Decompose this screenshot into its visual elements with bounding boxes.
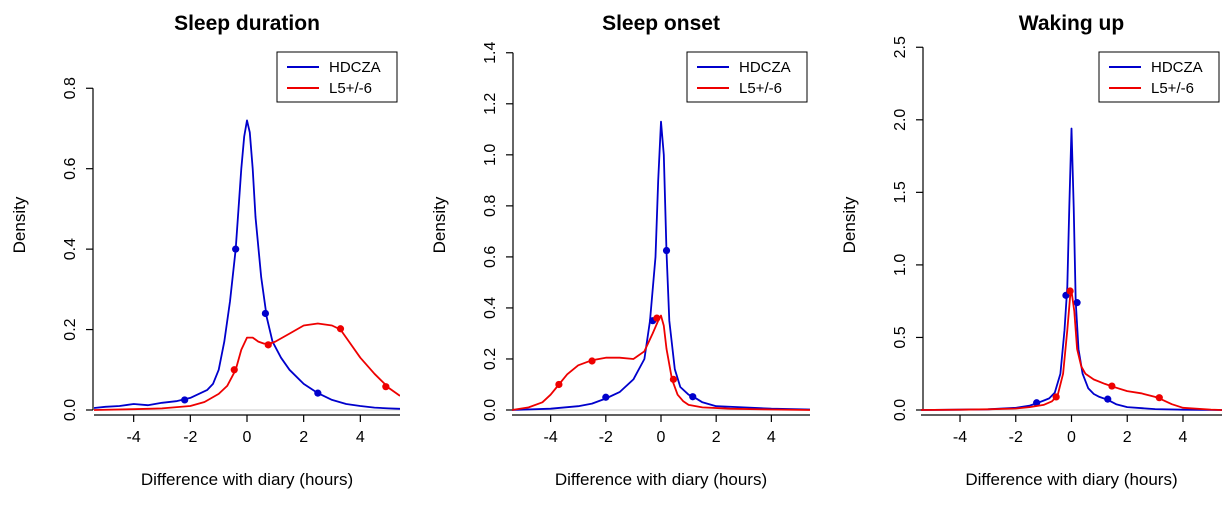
y-tick-label: 0.6: [62, 157, 79, 179]
y-tick-label: 0.2: [482, 348, 499, 370]
chart-title: Sleep duration: [174, 12, 320, 35]
series-point-L5+/-6: [264, 341, 272, 349]
series-line-L5+/-6: [921, 290, 1222, 411]
y-tick-label: 0.8: [62, 77, 79, 99]
series-point-L5+/-6: [555, 380, 563, 389]
legend-entry: HDCZA: [739, 59, 791, 76]
series-point-L5+/-6: [382, 383, 390, 391]
series-line-L5+/-6: [94, 322, 400, 411]
y-tick-label: 0.0: [62, 399, 79, 421]
y-axis-label: Density: [430, 196, 449, 253]
series-point-L5+/-6: [1052, 393, 1060, 401]
x-axis-label: Difference with diary (hours): [555, 470, 767, 489]
series-point-HDCZA: [1073, 299, 1081, 307]
x-tick-label: 0: [657, 429, 666, 446]
series-point-HDCZA: [181, 396, 189, 404]
x-tick-label: 2: [712, 429, 721, 446]
series-point-HDCZA: [662, 246, 671, 255]
legend-entry: HDCZA: [1151, 59, 1203, 76]
legend: HDCZA L5+/-6: [1098, 51, 1220, 103]
y-axis-label: Density: [10, 196, 29, 253]
series-point-HDCZA: [232, 245, 240, 253]
legend-box: [276, 51, 398, 103]
y-tick-label: 0.4: [482, 297, 499, 319]
legend-entry: L5+/-6: [1151, 80, 1194, 97]
y-tick-label: 2.5: [892, 36, 909, 58]
legend-entry: HDCZA: [329, 59, 381, 76]
chart-panel-3: Waking up 0.0 0.5 1.0 1.5 2.0 2.5 -4 -2 0 2 4 Differ…: [840, 12, 1222, 489]
series-point-L5+/-6: [1155, 394, 1163, 402]
series-point-HDCZA: [1033, 399, 1041, 407]
y-axis-label: Density: [840, 196, 859, 253]
series-point-L5+/-6: [653, 314, 661, 322]
x-tick-label: 2: [299, 429, 308, 446]
x-tick-label: 0: [243, 429, 252, 446]
legend-box: [1098, 51, 1220, 103]
x-axis-label: Difference with diary (hours): [965, 470, 1177, 489]
series-line-HDCZA: [512, 120, 810, 411]
series-point-L5+/-6: [1108, 382, 1116, 390]
series-point-L5+/-6: [230, 366, 238, 374]
y-tick-label: 0.0: [892, 399, 909, 421]
chart-title: Waking up: [1019, 12, 1124, 35]
y-tick-label: 0.5: [892, 326, 909, 348]
series-point-HDCZA: [689, 393, 697, 401]
x-tick-label: -2: [599, 429, 613, 446]
y-tick-label: 1.2: [482, 93, 499, 115]
x-axis-label: Difference with diary (hours): [141, 470, 353, 489]
y-tick-label: 0.0: [482, 399, 499, 421]
series-point-HDCZA: [602, 393, 610, 401]
y-tick-label: 1.0: [892, 254, 909, 276]
legend: HDCZA L5+/-6: [686, 51, 808, 103]
x-tick-label: 4: [356, 429, 365, 446]
x-tick-label: 4: [767, 429, 776, 446]
y-tick-label: 0.8: [482, 195, 499, 217]
chart-title: Sleep onset: [602, 12, 720, 35]
y-tick-label: 1.4: [482, 42, 499, 64]
series-point-L5+/-6: [588, 357, 596, 365]
series-point-HDCZA: [1104, 395, 1112, 403]
legend: HDCZA L5+/-6: [276, 51, 398, 103]
x-tick-label: -2: [183, 429, 197, 446]
chart-panel-1: Sleep duration 0.0 0.2 0.4 0.6 0.8 -4 -2 0 2 4 Diff…: [10, 12, 400, 489]
y-tick-label: 2.0: [892, 109, 909, 131]
chart-panel-2: Sleep onset 0.0 0.2 0.4 0.6 0.8 1.0 1.2 1.4 -4 -2 0…: [430, 12, 810, 489]
y-tick-label: 0.6: [482, 246, 499, 268]
legend-entry: L5+/-6: [739, 80, 782, 97]
y-tick-label: 0.4: [62, 238, 79, 260]
x-tick-label: -4: [127, 429, 141, 446]
series-point-L5+/-6: [669, 375, 678, 383]
series-line-HDCZA: [921, 127, 1222, 411]
y-tick-label: 1.5: [892, 181, 909, 203]
legend-entry: L5+/-6: [329, 80, 372, 97]
y-tick-label: 0.2: [62, 318, 79, 340]
x-tick-label: -2: [1009, 429, 1023, 446]
x-tick-label: -4: [953, 429, 967, 446]
y-tick-label: 1.0: [482, 144, 499, 166]
x-tick-label: -4: [544, 429, 558, 446]
x-tick-label: 0: [1067, 429, 1076, 446]
series-point-L5+/-6: [336, 325, 345, 333]
series-line-HDCZA: [94, 119, 400, 410]
x-tick-label: 2: [1123, 429, 1132, 446]
legend-box: [686, 51, 808, 103]
series-point-HDCZA: [314, 389, 322, 397]
series-line-L5+/-6: [512, 314, 810, 411]
series-point-HDCZA: [261, 309, 270, 318]
series-point-L5+/-6: [1066, 287, 1074, 295]
x-tick-label: 4: [1179, 429, 1188, 446]
